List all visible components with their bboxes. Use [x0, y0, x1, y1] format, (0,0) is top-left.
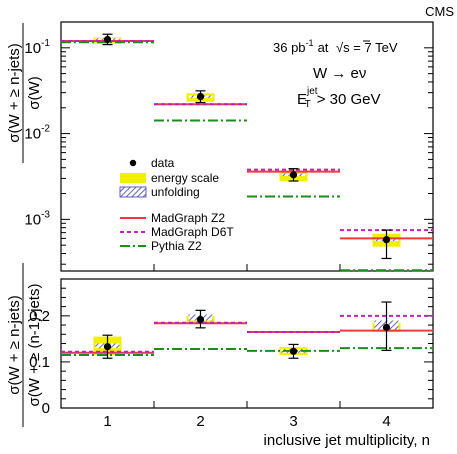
- top-ylabel-denominator: σ(W): [26, 76, 43, 109]
- process-annotation: W → eν: [313, 65, 366, 82]
- bottom-x-tick-label: 2: [196, 413, 204, 430]
- cut-tail: > 30 GeV: [317, 91, 381, 108]
- bottom-y-tick-label: 0.2: [29, 308, 50, 325]
- top-y-tick-label-base: 10: [24, 40, 41, 57]
- top-y-axis-label: σ(W + ≥ n-jets) σ(W): [6, 23, 43, 163]
- top-data-point: [196, 92, 205, 101]
- legend-energy-scale-swatch: [120, 173, 146, 183]
- bottom-data-point: [196, 315, 205, 324]
- lumi-value: 36 pb: [273, 40, 306, 55]
- top-ylabel-numerator: σ(W + ≥ n-jets): [6, 43, 23, 143]
- bottom-y-axis-label: σ(W + ≥ n-jets) σ(W + ≥ (n-1)-jets): [6, 263, 43, 427]
- bottom-x-tick-label: 3: [289, 413, 297, 430]
- top-y-tick-label-exponent: -1: [41, 38, 50, 49]
- top-y-tick-label: 10-3: [24, 209, 50, 228]
- legend-data-label: data: [151, 156, 175, 170]
- bottom-x-tick-label: 4: [382, 413, 390, 430]
- bottom-x-tick-label: 1: [103, 413, 111, 430]
- bottom-data-point: [289, 347, 298, 355]
- top-y-tick-label: 10-2: [24, 124, 50, 143]
- bottom-ylabel-numerator: σ(W + ≥ n-jets): [6, 295, 23, 395]
- top-data-point: [103, 35, 112, 44]
- energy-prefix: √: [336, 40, 344, 55]
- cut-annotation: Ejet T > 30 GeV: [297, 86, 380, 110]
- top-y-tick-label-exponent: -3: [41, 209, 50, 220]
- bottom-y-tick-label: 0.1: [29, 354, 50, 371]
- top-plot-frame: [60, 21, 434, 272]
- top-y-tick-label-base: 10: [24, 211, 41, 228]
- lumi-at: at: [318, 40, 329, 55]
- legend-energy-scale-label: energy scale: [151, 171, 219, 185]
- top-y-tick-label-exponent: -2: [41, 124, 50, 135]
- top-y-tick-label-base: 10: [24, 126, 41, 143]
- bottom-ylabel-denominator: σ(W + ≥ (n-1)-jets): [26, 284, 43, 407]
- energy-value: s = 7 TeV: [343, 40, 398, 55]
- cut-subscript: T: [305, 99, 311, 110]
- top-data-point: [382, 236, 391, 244]
- legend-unfolding-label: unfolding: [151, 185, 200, 199]
- bottom-data-point: [103, 343, 112, 351]
- bottom-data-point: [382, 323, 391, 331]
- x-axis-label: inclusive jet multiplicity, n: [264, 432, 430, 449]
- top-y-tick-label: 10-1: [24, 38, 50, 57]
- legend-madgraph-z2-label: MadGraph Z2: [151, 211, 225, 225]
- legend-data-marker: [129, 159, 137, 167]
- bottom-y-tick-label: 0: [42, 400, 50, 417]
- legend: data energy scale unfolding MadGraph Z2 …: [119, 156, 234, 253]
- lumi-exponent: -1: [306, 38, 314, 48]
- legend-madgraph-d6t-label: MadGraph D6T: [151, 225, 234, 239]
- legend-pythia-z2-label: Pythia Z2: [151, 239, 202, 253]
- legend-unfolding-swatch: [119, 186, 147, 198]
- cms-watermark: CMS: [425, 4, 454, 19]
- top-data-point: [289, 171, 298, 179]
- cut-symbol: E: [297, 91, 307, 108]
- lumi-annotation: 36 pb-1 at √s = 7 TeV: [273, 38, 398, 55]
- cut-superscript: jet: [306, 86, 318, 97]
